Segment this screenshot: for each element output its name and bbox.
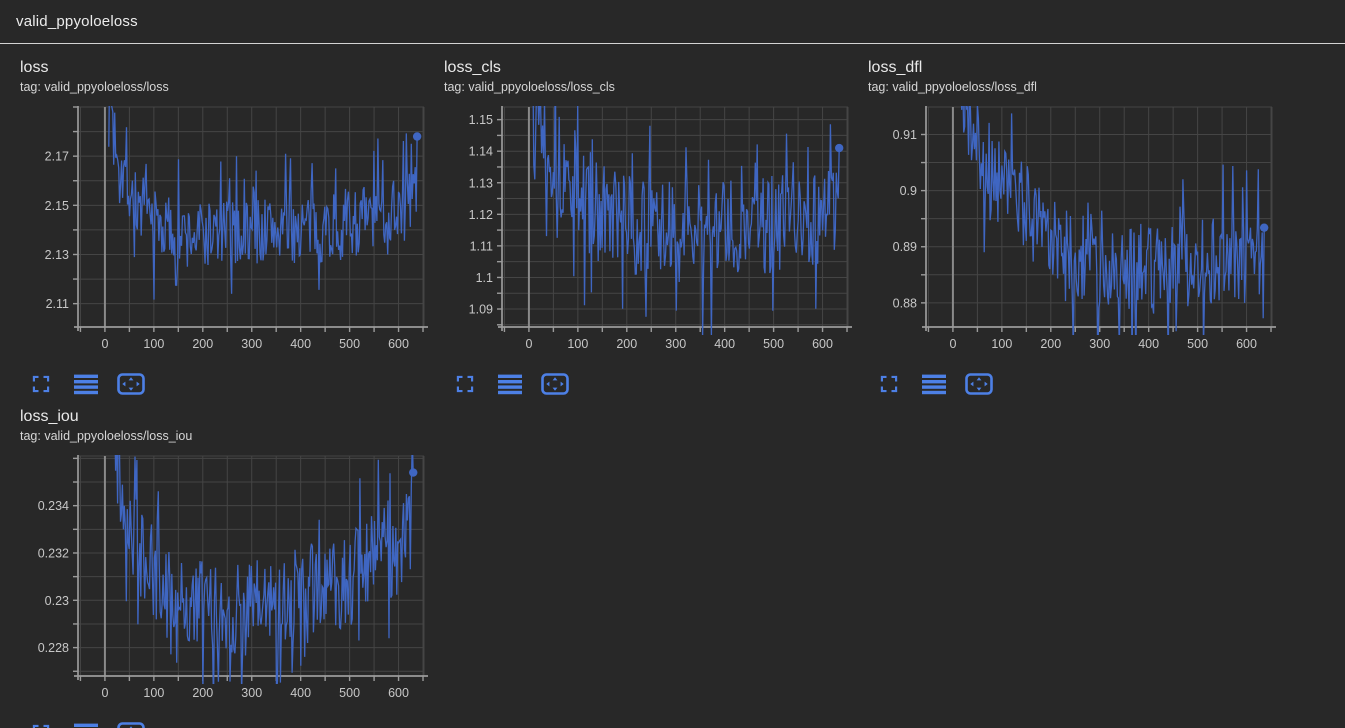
fullscreen-button[interactable] xyxy=(26,720,56,728)
svg-text:600: 600 xyxy=(1236,337,1257,351)
pan-zoom-button[interactable] xyxy=(116,371,146,397)
lines-icon xyxy=(74,723,98,727)
svg-text:0: 0 xyxy=(101,686,108,700)
data-lines-button[interactable] xyxy=(495,371,525,397)
svg-text:100: 100 xyxy=(991,337,1012,351)
svg-text:600: 600 xyxy=(388,686,409,700)
app-header: valid_ppyoloeloss xyxy=(0,0,1345,44)
svg-text:1.09: 1.09 xyxy=(469,303,493,317)
svg-text:400: 400 xyxy=(290,686,311,700)
chart-tag: tag: valid_ppyoloeloss/loss_iou xyxy=(20,429,193,443)
chart-card-loss-cls: loss_cls tag: valid_ppyoloeloss/loss_cls… xyxy=(444,58,868,397)
svg-text:0: 0 xyxy=(949,337,956,351)
svg-text:500: 500 xyxy=(763,337,784,351)
loss-chart[interactable]: 2.11 2.13 2.15 2.17 0 100 200 300 400 500 600 xyxy=(20,103,432,355)
chart-tag: tag: valid_ppyoloeloss/loss xyxy=(20,80,169,94)
data-lines-button[interactable] xyxy=(71,720,101,728)
fullscreen-button[interactable] xyxy=(26,371,56,397)
chart-title: loss_iou xyxy=(20,408,79,425)
svg-text:1.12: 1.12 xyxy=(469,208,493,222)
svg-text:600: 600 xyxy=(812,337,833,351)
svg-text:0: 0 xyxy=(525,337,532,351)
pan-zoom-button[interactable] xyxy=(116,720,146,728)
pan-zoom-button[interactable] xyxy=(540,371,570,397)
lines-icon xyxy=(498,374,522,395)
svg-text:400: 400 xyxy=(290,337,311,351)
pan-icon xyxy=(965,373,993,395)
loss-iou-chart[interactable]: 0.228 0.23 0.232 0.234 0 100 200 300 400 500 600 xyxy=(20,452,432,704)
chart-tag: tag: valid_ppyoloeloss/loss_cls xyxy=(444,80,615,94)
chart-toolbar xyxy=(20,371,444,397)
charts-grid: loss tag: valid_ppyoloeloss/loss 2.11 2.1… xyxy=(0,44,1345,728)
chart-toolbar xyxy=(20,720,444,728)
svg-text:1.15: 1.15 xyxy=(469,113,493,127)
svg-text:100: 100 xyxy=(143,686,164,700)
svg-text:300: 300 xyxy=(665,337,686,351)
pan-icon xyxy=(117,722,145,728)
svg-text:0.232: 0.232 xyxy=(38,546,69,560)
loss-cls-chart[interactable]: 1.09 1.1 1.11 1.12 1.13 1.14 1.15 0 100 200 300 400… xyxy=(444,103,856,355)
pan-icon xyxy=(117,373,145,395)
svg-text:2.11: 2.11 xyxy=(46,297,69,311)
svg-text:300: 300 xyxy=(241,686,262,700)
svg-text:100: 100 xyxy=(567,337,588,351)
chart-card-loss-iou: loss_iou tag: valid_ppyoloeloss/loss_iou… xyxy=(20,407,444,728)
chart-tag: tag: valid_ppyoloeloss/loss_dfl xyxy=(868,80,1037,94)
lines-icon xyxy=(922,374,946,395)
fullscreen-button[interactable] xyxy=(874,371,904,397)
data-lines-button[interactable] xyxy=(71,371,101,397)
fullscreen-icon xyxy=(456,375,474,393)
svg-text:200: 200 xyxy=(616,337,637,351)
svg-text:0.23: 0.23 xyxy=(45,594,69,608)
svg-text:400: 400 xyxy=(1138,337,1159,351)
chart-toolbar xyxy=(868,371,1292,397)
svg-text:600: 600 xyxy=(388,337,409,351)
svg-text:1.13: 1.13 xyxy=(469,176,493,190)
svg-text:300: 300 xyxy=(1089,337,1110,351)
svg-text:500: 500 xyxy=(1187,337,1208,351)
fullscreen-icon xyxy=(32,724,50,728)
chart-card-loss: loss tag: valid_ppyoloeloss/loss 2.11 2.1… xyxy=(20,58,444,397)
svg-text:200: 200 xyxy=(192,337,213,351)
svg-text:500: 500 xyxy=(339,337,360,351)
svg-text:0: 0 xyxy=(101,337,108,351)
svg-text:200: 200 xyxy=(192,686,213,700)
page-title: valid_ppyoloeloss xyxy=(16,13,138,30)
svg-text:2.13: 2.13 xyxy=(45,248,69,262)
data-lines-button[interactable] xyxy=(919,371,949,397)
svg-text:2.17: 2.17 xyxy=(45,150,69,164)
svg-text:0.91: 0.91 xyxy=(893,128,917,142)
pan-icon xyxy=(541,373,569,395)
fullscreen-button[interactable] xyxy=(450,371,480,397)
svg-text:1.1: 1.1 xyxy=(476,271,493,285)
svg-text:1.11: 1.11 xyxy=(470,239,493,253)
chart-title: loss xyxy=(20,59,49,76)
svg-text:2.15: 2.15 xyxy=(45,199,69,213)
pan-zoom-button[interactable] xyxy=(964,371,994,397)
svg-text:0.89: 0.89 xyxy=(893,240,917,254)
svg-text:0.234: 0.234 xyxy=(38,499,69,513)
chart-toolbar xyxy=(444,371,868,397)
svg-text:0.88: 0.88 xyxy=(893,296,917,310)
chart-title: loss_dfl xyxy=(868,59,923,76)
svg-text:0.228: 0.228 xyxy=(38,641,69,655)
svg-text:100: 100 xyxy=(143,337,164,351)
svg-text:500: 500 xyxy=(339,686,360,700)
fullscreen-icon xyxy=(880,375,898,393)
chart-title: loss_cls xyxy=(444,59,501,76)
svg-text:300: 300 xyxy=(241,337,262,351)
svg-text:0.9: 0.9 xyxy=(900,184,917,198)
lines-icon xyxy=(74,374,98,395)
svg-text:400: 400 xyxy=(714,337,735,351)
fullscreen-icon xyxy=(32,375,50,393)
chart-card-loss-dfl: loss_dfl tag: valid_ppyoloeloss/loss_dfl… xyxy=(868,58,1292,397)
loss-dfl-chart[interactable]: 0.88 0.89 0.9 0.91 0 100 200 300 400 500 600 xyxy=(868,103,1280,355)
svg-text:200: 200 xyxy=(1040,337,1061,351)
svg-text:1.14: 1.14 xyxy=(469,145,493,159)
